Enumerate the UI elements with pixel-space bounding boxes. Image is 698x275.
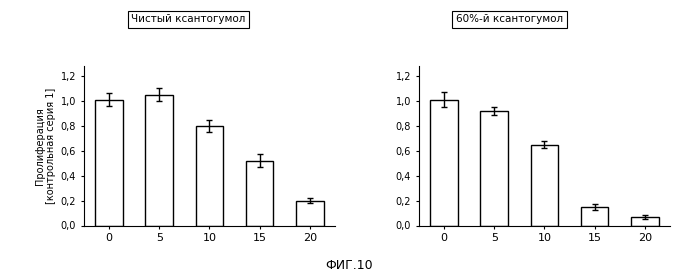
Bar [195, 126, 223, 226]
Y-axis label: Пролиферация
[контрольная серия 1]: Пролиферация [контрольная серия 1] [35, 88, 57, 204]
Bar [246, 161, 274, 226]
Text: ФИГ.10: ФИГ.10 [325, 259, 373, 272]
Bar [145, 95, 173, 226]
Text: Чистый ксантогумол: Чистый ксантогумол [131, 14, 246, 24]
Bar [480, 111, 508, 226]
Bar [296, 200, 324, 226]
Text: 60%-й ксантогумол: 60%-й ксантогумол [456, 14, 563, 24]
Bar [530, 144, 558, 226]
Bar [581, 207, 609, 226]
Bar [95, 100, 123, 226]
Bar [430, 100, 458, 226]
Bar [631, 217, 659, 226]
